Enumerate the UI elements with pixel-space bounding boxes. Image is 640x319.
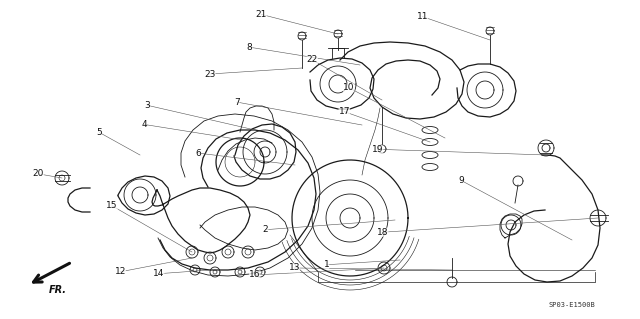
Text: 19: 19	[372, 145, 383, 154]
Text: 4: 4	[141, 120, 147, 129]
Text: 1: 1	[324, 260, 329, 269]
Text: 3: 3	[145, 101, 150, 110]
Text: 20: 20	[33, 169, 44, 178]
Text: 13: 13	[289, 263, 300, 272]
Text: 2: 2	[263, 225, 268, 234]
Text: 12: 12	[115, 267, 126, 276]
Text: 6: 6	[196, 149, 201, 158]
Text: 16: 16	[249, 271, 260, 279]
Text: 7: 7	[234, 98, 239, 107]
Text: 11: 11	[417, 12, 428, 21]
Text: 17: 17	[339, 107, 350, 116]
Text: 23: 23	[204, 70, 216, 78]
Text: 14: 14	[153, 269, 164, 278]
Text: 5: 5	[97, 128, 102, 137]
Text: 8: 8	[247, 43, 252, 52]
Text: 22: 22	[307, 56, 318, 64]
Text: 10: 10	[343, 83, 355, 92]
Text: 18: 18	[377, 228, 388, 237]
Text: 9: 9	[458, 176, 463, 185]
Text: SP03-E1500B: SP03-E1500B	[548, 302, 595, 308]
Text: FR.: FR.	[49, 285, 67, 295]
Text: 15: 15	[106, 201, 118, 210]
Text: 21: 21	[255, 10, 267, 19]
